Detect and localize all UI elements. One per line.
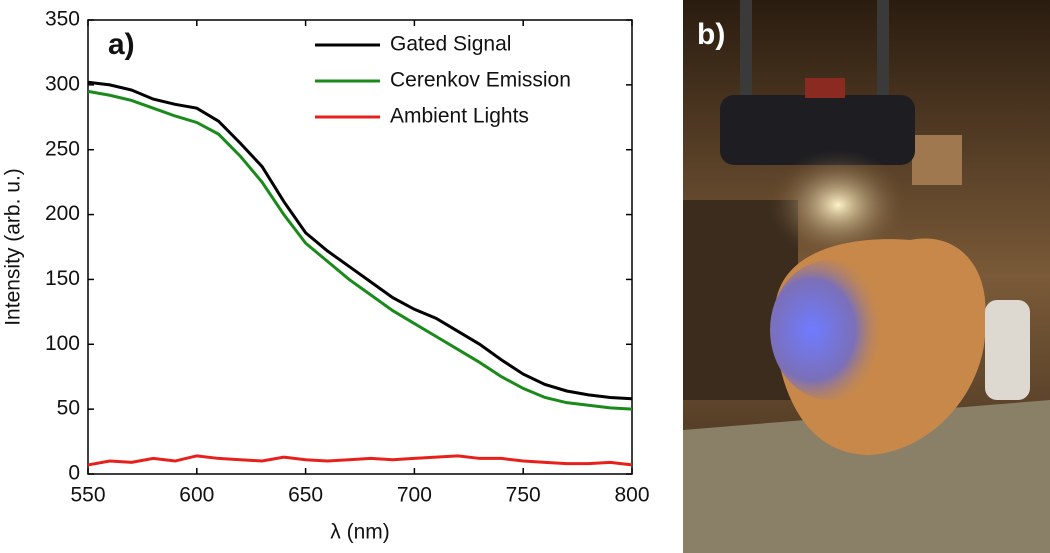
y-tick-label: 300 (45, 72, 80, 95)
plot-frame (87, 19, 633, 475)
x-tick-label: 700 (397, 484, 432, 507)
panel-label: b) (697, 18, 725, 51)
legend-label: Gated Signal (390, 33, 511, 56)
y-tick-label: 0 (68, 462, 80, 485)
x-tick-label: 650 (288, 484, 323, 507)
x-axis-label: λ (nm) (330, 521, 390, 544)
legend-label: Cerenkov Emission (390, 69, 571, 92)
y-tick-label: 100 (45, 332, 80, 355)
y-tick-label: 350 (45, 8, 80, 31)
y-tick-label: 150 (45, 267, 80, 290)
x-tick-label: 550 (70, 484, 105, 507)
panel-label: a) (108, 28, 135, 61)
y-axis-label: Intensity (arb. u.) (2, 168, 25, 326)
x-tick-label: 750 (506, 484, 541, 507)
x-tick-label: 600 (179, 484, 214, 507)
y-tick-label: 50 (57, 397, 80, 420)
series-line (87, 89, 633, 411)
photo: b) (683, 0, 1050, 553)
series-line (87, 80, 633, 401)
y-tick-label: 200 (45, 202, 80, 225)
series-line (87, 454, 633, 467)
y-tick-label: 250 (45, 137, 80, 160)
legend-label: Ambient Lights (390, 105, 529, 128)
x-tick-label: 800 (614, 484, 649, 507)
